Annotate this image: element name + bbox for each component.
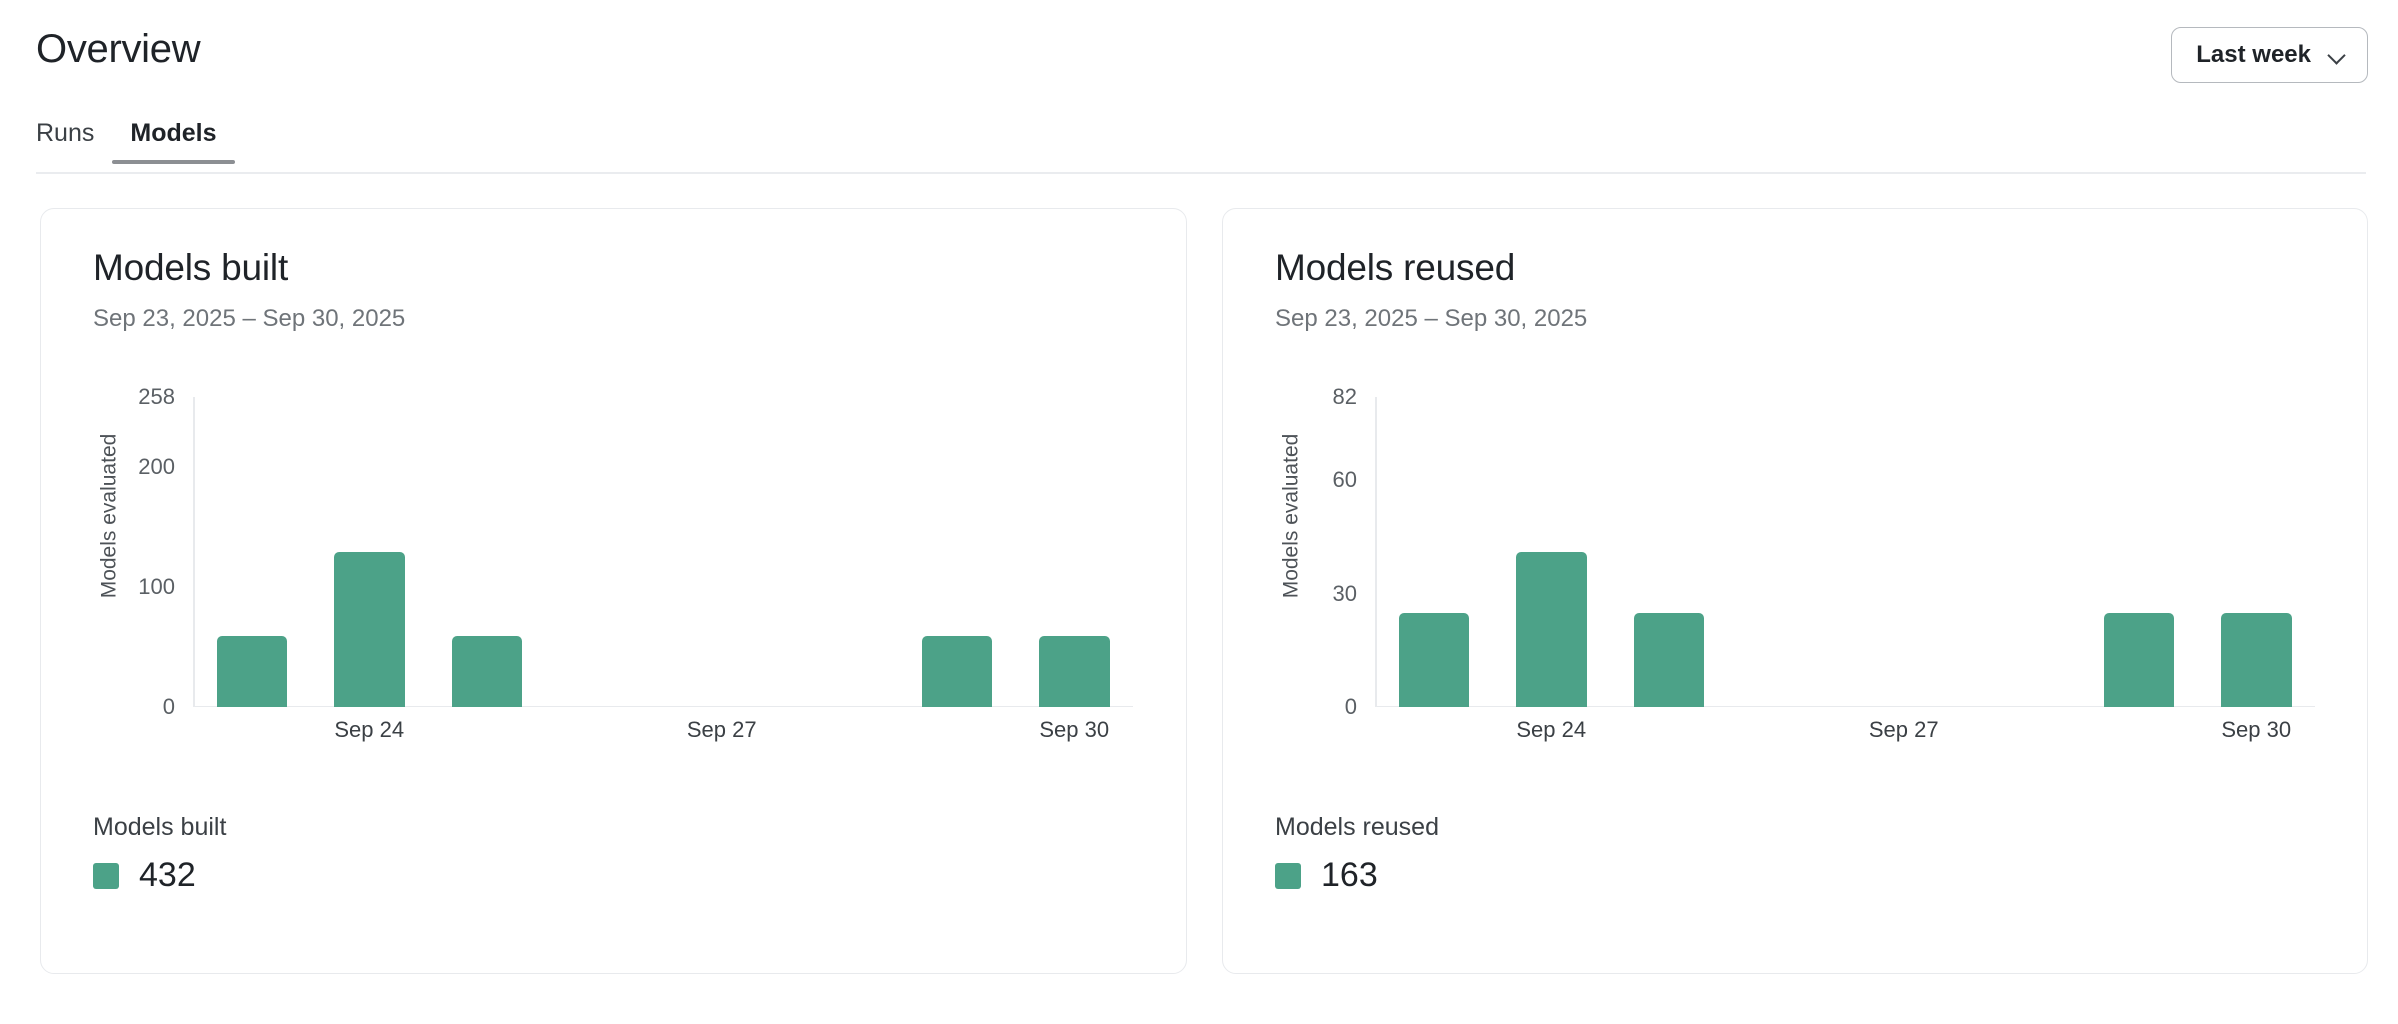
x-tick-label: [1610, 717, 1728, 743]
x-tick-labels: Sep 24 Sep 27 Sep 30: [1375, 717, 2315, 743]
y-axis-line: [1375, 397, 1377, 707]
card-models-reused: Models reused Sep 23, 2025 – Sep 30, 202…: [1222, 208, 2368, 974]
legend-color-swatch: [1275, 862, 1301, 889]
x-tick-label: Sep 27: [686, 717, 757, 742]
card-title: Models reused: [1275, 247, 1516, 288]
legend-color-swatch: [93, 862, 119, 889]
cards-container: Models built Sep 23, 2025 – Sep 30, 2025…: [40, 208, 2368, 974]
x-tick-label: [781, 717, 899, 743]
x-tick-label: Sep 27: [1868, 717, 1939, 742]
plot-area: 0 100 200 258: [138, 384, 1133, 719]
x-tick-label: [428, 717, 546, 743]
chart-models-built: Models evaluated 0 100 200 258 Sep 24 Sep 27…: [93, 361, 1133, 761]
y-axis-line: [193, 397, 195, 707]
bar[interactable]: [1516, 552, 1587, 707]
y-tick-label: 82: [1332, 384, 1357, 409]
bar[interactable]: [2221, 612, 2292, 707]
legend-row: 163: [1275, 856, 1439, 895]
bar-slot: [193, 397, 311, 707]
bar-slot: [1728, 397, 1846, 707]
bar-slot: [2198, 397, 2316, 707]
chevron-down-icon: [2329, 47, 2345, 63]
legend-series-name: Models built: [93, 813, 227, 841]
bar-slot: [546, 397, 664, 707]
time-range-label: Last week: [2196, 41, 2311, 68]
card-models-built: Models built Sep 23, 2025 – Sep 30, 2025…: [40, 208, 1187, 974]
bar[interactable]: [216, 636, 287, 707]
x-tick-label: Sep 30: [1039, 717, 1110, 742]
bar-series: [1375, 397, 2315, 707]
x-tick-label: Sep 24: [334, 717, 405, 742]
tab-bar-divider: [36, 172, 2366, 174]
bar-slot: [311, 397, 429, 707]
y-axis-title-label: Models evaluated: [1279, 433, 1303, 599]
x-tick-label: [546, 717, 664, 743]
x-tick-label: [1963, 717, 2081, 743]
y-tick-label: 258: [138, 384, 175, 409]
x-tick-label: [898, 717, 1016, 743]
x-tick-label: [1728, 717, 1846, 743]
bar[interactable]: [451, 636, 522, 707]
bar-slot: [898, 397, 1016, 707]
bar-slot: [2080, 397, 2198, 707]
x-tick-label: Sep 24: [1516, 717, 1587, 742]
x-tick-label: Sep 30: [2221, 717, 2292, 742]
page-title: Overview: [36, 27, 201, 71]
page-header: Overview Last week: [0, 0, 2398, 96]
card-subtitle: Sep 23, 2025 – Sep 30, 2025: [1275, 305, 1588, 332]
bar[interactable]: [2103, 612, 2174, 707]
bar-slot: [1845, 397, 1963, 707]
tab-bar: Runs Models: [36, 119, 235, 174]
x-tick-label: [1375, 717, 1493, 743]
bar[interactable]: [1398, 612, 1469, 707]
x-axis-line: [193, 705, 1133, 707]
plot-area: 0 30 60 82: [1333, 384, 2315, 719]
tab-runs[interactable]: Runs: [36, 119, 112, 164]
y-tick-label: 200: [138, 453, 175, 479]
bar-slot: [1016, 397, 1134, 707]
chart-models-reused: Models evaluated 0 30 60 82 Sep 24 Sep 27 Sep…: [1275, 361, 2315, 761]
legend-models-built: Models built 432: [93, 813, 226, 895]
tab-models[interactable]: Models: [112, 119, 235, 164]
bar[interactable]: [921, 636, 992, 707]
card-subtitle: Sep 23, 2025 – Sep 30, 2025: [93, 305, 406, 332]
legend-models-reused: Models reused 163: [1275, 813, 1439, 895]
y-tick-label: 30: [1332, 580, 1357, 606]
bar-series: [193, 397, 1133, 707]
bar-slot: [663, 397, 781, 707]
legend-total-value: 163: [1321, 856, 1378, 894]
bar-slot: [1610, 397, 1728, 707]
bar[interactable]: [334, 552, 405, 707]
legend-row: 432: [93, 856, 226, 895]
y-tick-label: 100: [138, 573, 175, 599]
bar-slot: [1963, 397, 2081, 707]
x-tick-labels: Sep 24 Sep 27 Sep 30: [193, 717, 1133, 743]
card-title: Models built: [93, 247, 289, 288]
x-tick-label: [193, 717, 311, 743]
legend-series-name: Models reused: [1275, 813, 1439, 841]
legend-total-value: 432: [139, 856, 196, 894]
bar-slot: [1493, 397, 1611, 707]
time-range-picker[interactable]: Last week: [2171, 27, 2368, 83]
y-tick-label: 60: [1332, 467, 1357, 493]
y-tick-label: 0: [1344, 694, 1357, 719]
bar[interactable]: [1633, 612, 1704, 707]
x-axis-line: [1375, 705, 2315, 707]
bar-slot: [428, 397, 546, 707]
x-tick-label: [2080, 717, 2198, 743]
bar[interactable]: [1039, 636, 1110, 707]
bar-slot: [1375, 397, 1493, 707]
bar-slot: [781, 397, 899, 707]
y-tick-label: 0: [162, 694, 175, 719]
